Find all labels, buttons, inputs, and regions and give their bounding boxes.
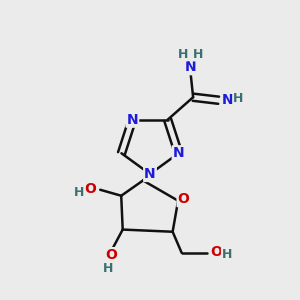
Text: O: O [105, 248, 117, 262]
Text: H: H [233, 92, 243, 105]
Text: O: O [84, 182, 96, 196]
Text: H: H [177, 48, 188, 61]
Text: H: H [103, 262, 113, 275]
Text: N: N [184, 60, 196, 74]
Text: O: O [178, 192, 189, 206]
Text: N: N [222, 93, 234, 107]
Text: N: N [144, 167, 156, 181]
Text: H: H [221, 248, 232, 261]
Text: O: O [211, 245, 223, 259]
Text: H: H [74, 186, 85, 199]
Text: N: N [127, 113, 138, 127]
Text: H: H [192, 48, 203, 61]
Text: N: N [173, 146, 184, 160]
